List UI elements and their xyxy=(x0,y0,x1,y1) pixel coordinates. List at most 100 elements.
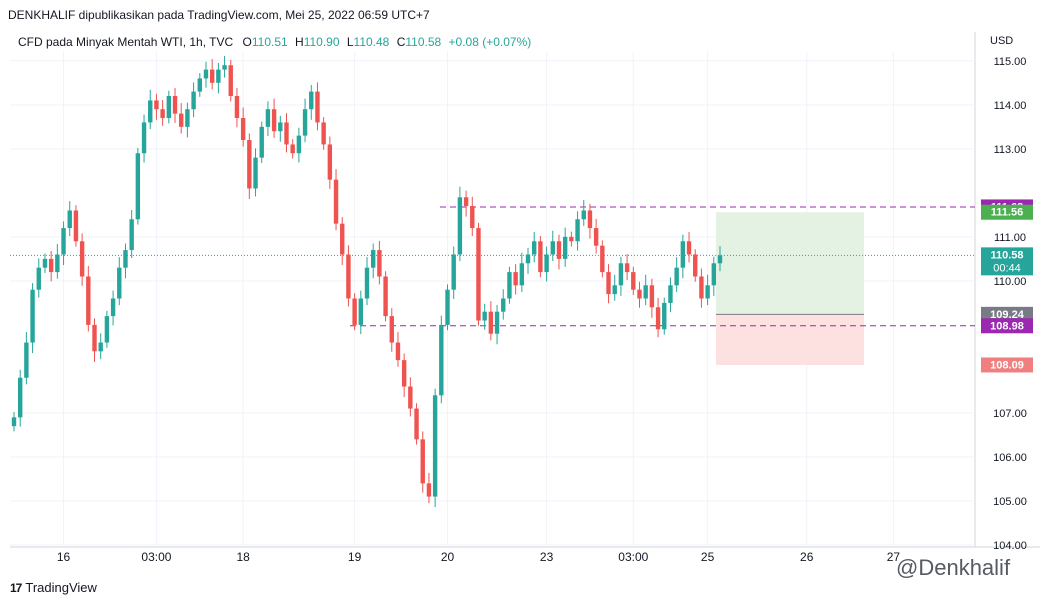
candle-body[interactable] xyxy=(618,263,624,286)
candle-body[interactable] xyxy=(234,96,240,119)
candle-body[interactable] xyxy=(48,258,54,273)
candle-body[interactable] xyxy=(631,272,636,290)
candle-body[interactable] xyxy=(284,122,289,145)
candle-body[interactable] xyxy=(346,254,351,299)
candle-body[interactable] xyxy=(110,298,116,317)
candle-body[interactable] xyxy=(532,241,537,255)
candle-body[interactable] xyxy=(513,272,518,286)
candle-body[interactable] xyxy=(290,144,295,154)
candle-body[interactable] xyxy=(662,302,667,330)
candle-body[interactable] xyxy=(401,360,407,387)
candle-body[interactable] xyxy=(705,285,710,299)
candle-body[interactable] xyxy=(674,267,679,286)
candle-body[interactable] xyxy=(612,285,617,295)
candle-body[interactable] xyxy=(327,144,333,180)
candle-body[interactable] xyxy=(278,122,283,132)
currency-label[interactable]: USD xyxy=(990,35,1014,47)
candle-body[interactable] xyxy=(30,289,35,343)
candle-body[interactable] xyxy=(655,307,661,330)
tradingview-logo[interactable]: 17 TradingView xyxy=(10,580,97,595)
price-badge-last-price[interactable] xyxy=(981,247,1033,276)
candle-body[interactable] xyxy=(67,210,72,229)
candle-body[interactable] xyxy=(247,140,252,189)
candle-body[interactable] xyxy=(556,241,562,259)
candle-body[interactable] xyxy=(699,276,704,299)
candle-body[interactable] xyxy=(296,135,302,154)
price-badge-entry[interactable] xyxy=(981,306,1033,322)
candle-body[interactable] xyxy=(253,157,258,189)
candle-body[interactable] xyxy=(637,289,642,299)
candle-body[interactable] xyxy=(569,236,574,242)
candle-body[interactable] xyxy=(172,96,178,114)
candle-body[interactable] xyxy=(271,109,277,132)
candle-body[interactable] xyxy=(104,316,110,343)
price-badge-stop-loss[interactable] xyxy=(981,357,1033,373)
candle-body[interactable] xyxy=(488,311,494,334)
candle-body[interactable] xyxy=(686,241,692,255)
candle-body[interactable] xyxy=(216,69,221,83)
candle-body[interactable] xyxy=(439,324,444,396)
candle-body[interactable] xyxy=(668,285,673,303)
candle-body[interactable] xyxy=(562,236,568,259)
candle-body[interactable] xyxy=(550,241,555,255)
candle-body[interactable] xyxy=(36,267,41,290)
candle-body[interactable] xyxy=(649,285,655,308)
candle-body[interactable] xyxy=(643,285,648,299)
candle-body[interactable] xyxy=(414,408,419,440)
candle-body[interactable] xyxy=(154,100,159,110)
candle-body[interactable] xyxy=(482,311,487,321)
candle-body[interactable] xyxy=(117,267,122,299)
candle-body[interactable] xyxy=(581,210,586,220)
candle-body[interactable] xyxy=(203,69,209,79)
candle-body[interactable] xyxy=(457,197,463,255)
candle-body[interactable] xyxy=(61,228,66,255)
candle-body[interactable] xyxy=(538,241,543,273)
candle-body[interactable] xyxy=(383,276,388,317)
candle-body[interactable] xyxy=(135,153,141,220)
candle-body[interactable] xyxy=(717,255,723,264)
candle-body[interactable] xyxy=(55,254,60,273)
candle-body[interactable] xyxy=(209,69,215,83)
symbol-name[interactable]: CFD pada Minyak Mentah WTI, 1h, TVC xyxy=(18,35,234,49)
candle-body[interactable] xyxy=(587,210,593,229)
candle-body[interactable] xyxy=(160,109,165,119)
candle-body[interactable] xyxy=(191,91,196,110)
candle-body[interactable] xyxy=(395,342,401,361)
candle-body[interactable] xyxy=(24,342,29,378)
candle-body[interactable] xyxy=(333,179,339,224)
candle-body[interactable] xyxy=(148,100,153,123)
candle-body[interactable] xyxy=(494,311,500,334)
candle-body[interactable] xyxy=(42,258,48,268)
candle-body[interactable] xyxy=(501,298,506,312)
candle-body[interactable] xyxy=(711,263,717,286)
candle-body[interactable] xyxy=(525,254,531,264)
candle-body[interactable] xyxy=(302,109,308,136)
candle-body[interactable] xyxy=(240,118,246,141)
candle-body[interactable] xyxy=(463,197,469,207)
loss-zone[interactable] xyxy=(716,314,864,365)
candle-body[interactable] xyxy=(141,122,147,154)
candle-body[interactable] xyxy=(197,78,202,92)
candle-body[interactable] xyxy=(451,254,456,290)
candle-body[interactable] xyxy=(11,417,17,427)
candle-body[interactable] xyxy=(73,210,79,242)
candle-body[interactable] xyxy=(123,250,128,268)
candle-body[interactable] xyxy=(358,298,364,325)
candle-body[interactable] xyxy=(309,91,314,110)
candle-body[interactable] xyxy=(624,263,630,273)
candle-body[interactable] xyxy=(575,219,580,242)
candle-body[interactable] xyxy=(432,395,438,497)
candle-body[interactable] xyxy=(519,263,525,286)
candle-body[interactable] xyxy=(377,250,382,277)
candle-body[interactable] xyxy=(129,219,134,251)
candle-body[interactable] xyxy=(315,91,320,123)
candle-body[interactable] xyxy=(352,298,357,325)
candle-body[interactable] xyxy=(17,377,23,418)
price-badge-position-top[interactable] xyxy=(981,204,1033,220)
candle-body[interactable] xyxy=(470,206,475,229)
candle-body[interactable] xyxy=(680,241,686,268)
candle-body[interactable] xyxy=(79,241,85,277)
profit-zone[interactable] xyxy=(716,212,864,315)
candle-body[interactable] xyxy=(340,223,345,255)
